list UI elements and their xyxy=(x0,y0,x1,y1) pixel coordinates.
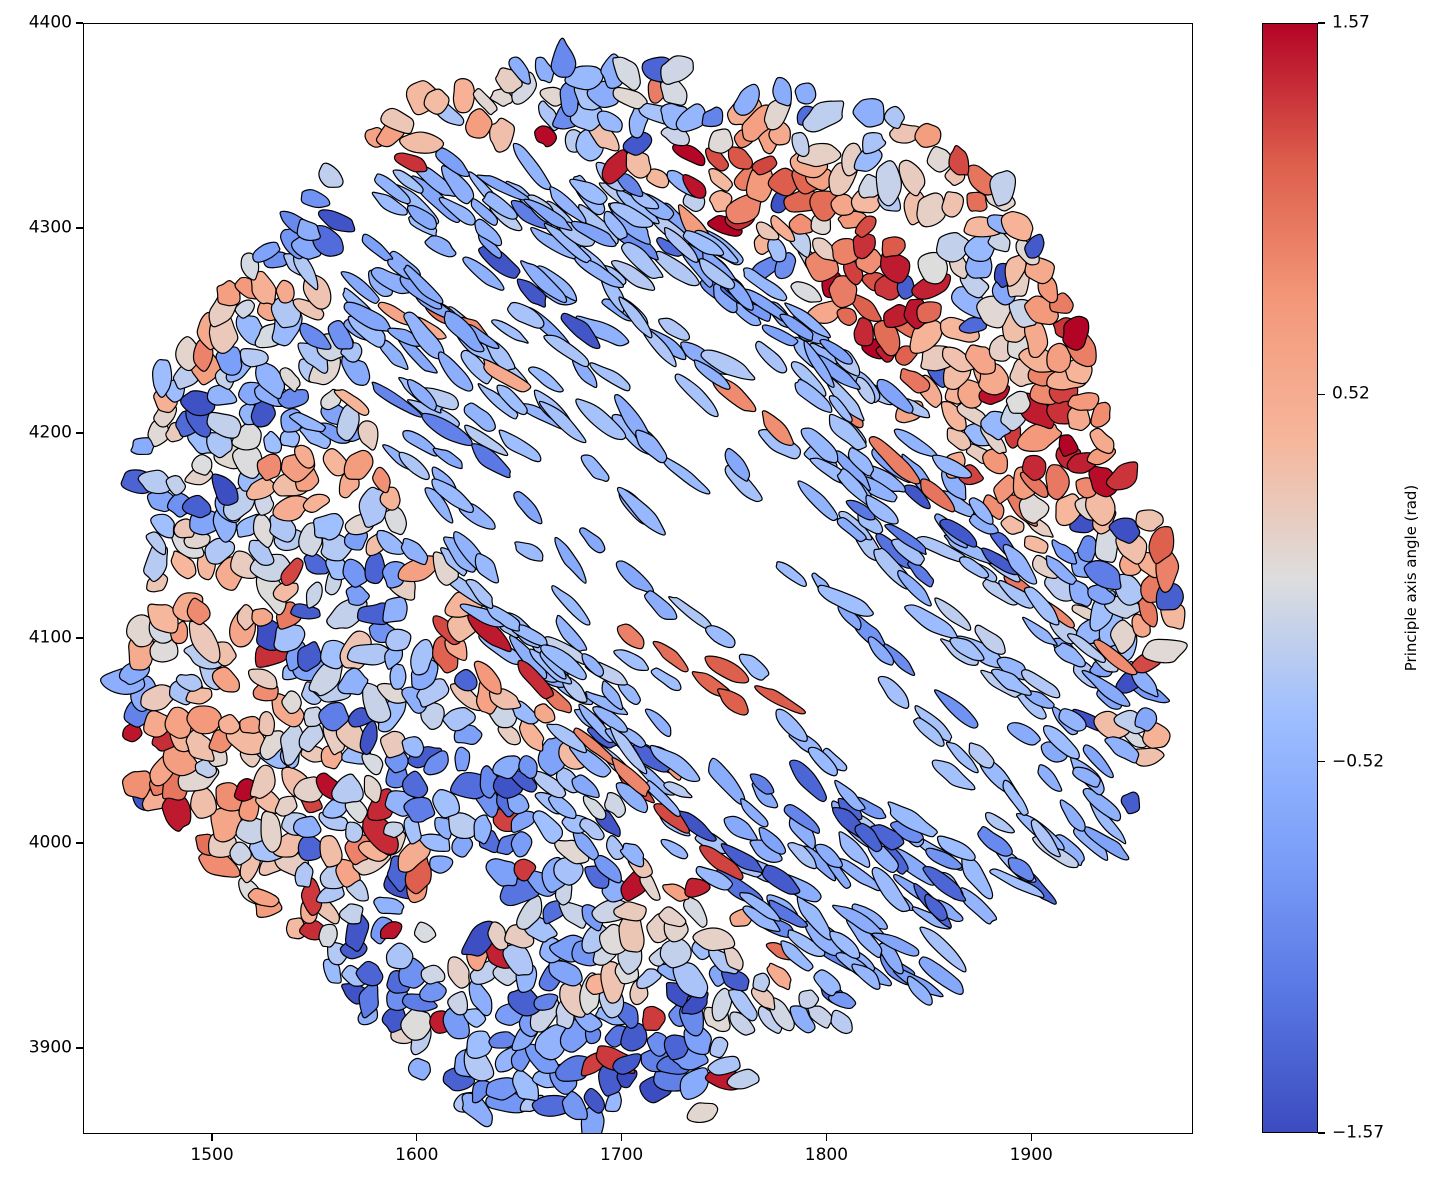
y-tick-mark xyxy=(76,842,83,844)
colorbar-tick-mark xyxy=(1318,1132,1325,1134)
y-tick-mark xyxy=(76,227,83,229)
x-tick-label: 1800 xyxy=(804,1145,849,1165)
colorbar-tick-label: 1.57 xyxy=(1332,12,1370,33)
colorbar-label: Principle axis angle (rad) xyxy=(1402,484,1420,672)
colorbar-gradient xyxy=(1263,24,1317,1132)
y-tick-mark xyxy=(76,637,83,639)
y-tick-mark xyxy=(76,432,83,434)
x-tick-label: 1500 xyxy=(190,1145,234,1165)
y-tick-mark xyxy=(76,1047,83,1049)
colorbar-tick-mark xyxy=(1318,393,1325,395)
colorbar-tick-label: −1.57 xyxy=(1332,1122,1385,1143)
x-tick-label: 1700 xyxy=(599,1145,644,1165)
y-tick-label: 3900 xyxy=(28,1037,72,1058)
y-tick-label: 4400 xyxy=(28,12,72,33)
colorbar-tick-mark xyxy=(1318,22,1325,24)
y-tick-mark xyxy=(76,22,83,24)
y-tick-label: 4000 xyxy=(28,832,72,853)
colorbar-tick-label: 0.52 xyxy=(1332,383,1370,404)
colorbar-tick-label: −0.52 xyxy=(1332,751,1385,772)
colorbar xyxy=(1262,23,1318,1133)
x-tick-label: 1600 xyxy=(395,1145,439,1165)
x-tick-mark xyxy=(825,1134,828,1141)
cell-map xyxy=(100,37,1188,1133)
x-tick-mark xyxy=(1030,1134,1032,1141)
y-tick-label: 4200 xyxy=(28,422,72,443)
y-tick-label: 4300 xyxy=(28,217,72,238)
x-tick-mark xyxy=(620,1134,623,1141)
y-tick-label: 4100 xyxy=(28,627,72,648)
x-tick-label: 1900 xyxy=(1009,1145,1053,1165)
x-tick-mark xyxy=(211,1134,213,1141)
x-tick-mark xyxy=(416,1134,418,1141)
colorbar-tick-mark xyxy=(1318,761,1325,763)
plot-area xyxy=(83,23,1193,1134)
